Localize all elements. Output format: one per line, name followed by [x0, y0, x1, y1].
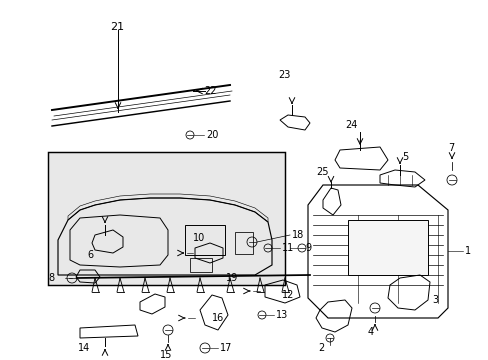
Text: 13: 13 — [275, 310, 287, 320]
Bar — [184, 225, 224, 255]
Text: 25: 25 — [315, 167, 328, 177]
Text: 19: 19 — [225, 273, 238, 283]
Text: 17: 17 — [220, 343, 232, 353]
Text: 20: 20 — [205, 130, 218, 140]
Bar — [347, 220, 427, 275]
Text: 16: 16 — [212, 313, 224, 323]
Text: 11: 11 — [282, 243, 294, 253]
Text: 14: 14 — [78, 343, 90, 353]
Text: 7: 7 — [447, 143, 453, 153]
Text: 4: 4 — [367, 327, 373, 337]
Text: 8: 8 — [48, 273, 54, 283]
Text: 18: 18 — [291, 230, 304, 240]
Bar — [235, 232, 252, 254]
Text: 10: 10 — [193, 233, 205, 243]
Text: 5: 5 — [401, 152, 407, 162]
Text: 15: 15 — [160, 350, 172, 360]
Text: 21: 21 — [110, 22, 124, 32]
Text: 2: 2 — [317, 343, 324, 353]
Text: 1: 1 — [464, 246, 470, 256]
Text: 3: 3 — [431, 295, 437, 305]
Bar — [48, 152, 285, 285]
Text: 6: 6 — [87, 250, 93, 260]
Text: 12: 12 — [282, 290, 294, 300]
Text: 9: 9 — [305, 243, 310, 253]
Bar — [190, 258, 212, 272]
Text: 22: 22 — [203, 86, 216, 96]
Text: 23: 23 — [278, 70, 290, 80]
Text: 24: 24 — [345, 120, 357, 130]
